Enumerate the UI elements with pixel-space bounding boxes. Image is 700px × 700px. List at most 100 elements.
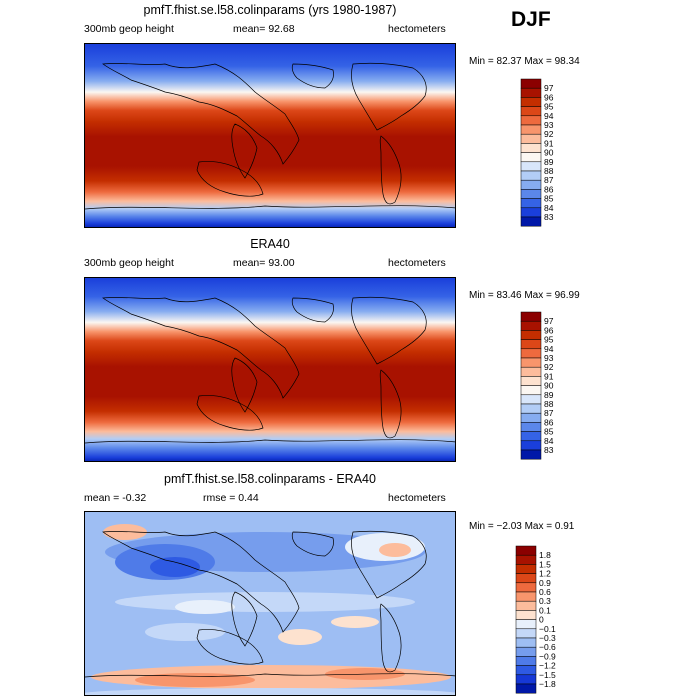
colorbar-tick-label: 90 (544, 381, 554, 391)
colorbar-swatch (520, 348, 542, 359)
colorbar-swatch (515, 619, 537, 630)
colorbar-swatch (515, 665, 537, 676)
panel-2-units: hectometers (388, 257, 446, 269)
colorbar-tick-label: 94 (544, 111, 554, 121)
panel-1-minmax: Min = 82.37 Max = 98.34 (469, 56, 580, 67)
colorbar-tick-label: 1.8 (539, 550, 551, 560)
colorbar-tick-label: 92 (544, 129, 554, 139)
colorbar-swatch (520, 422, 542, 432)
colorbar-swatch (520, 357, 542, 368)
colorbar-tick-label: 96 (544, 92, 554, 102)
colorbar-tick-label: −0.1 (539, 624, 556, 634)
colorbar-swatch (515, 554, 537, 565)
colorbar-swatch (515, 600, 537, 611)
colorbar-tick-label: 84 (544, 203, 554, 213)
colorbar-swatch (520, 124, 542, 135)
colorbar-tick-label: 1.2 (539, 569, 551, 579)
colorbar-tick-label: 89 (544, 390, 554, 400)
colorbar-tick-label: 86 (544, 184, 554, 194)
colorbar-swatch (520, 376, 542, 386)
map-panel-2 (84, 277, 456, 462)
colorbar-tick-label: 86 (544, 417, 554, 427)
colorbar-swatch (515, 610, 537, 620)
panel-3-minmax: Min = −2.03 Max = 0.91 (469, 521, 575, 532)
colorbar-swatch (520, 431, 542, 442)
colorbar-tick-label: −1.8 (539, 679, 556, 689)
panel-2-minmax: Min = 83.46 Max = 96.99 (469, 290, 580, 301)
colorbar-tick-label: 85 (544, 194, 554, 204)
panel-2-mean: mean= 93.00 (233, 257, 295, 269)
colorbar-swatch (515, 674, 537, 685)
colorbar-tick-label: 83 (544, 445, 554, 455)
colorbar-tick-label: 0.6 (539, 587, 551, 597)
colorbar-swatch (515, 545, 537, 556)
colorbar-swatch (515, 591, 537, 602)
colorbar-swatch (515, 564, 537, 574)
colorbar-swatch (520, 449, 542, 460)
colorbar-swatch (520, 189, 542, 199)
colorbar-swatch (515, 646, 537, 657)
colorbar-swatch (520, 115, 542, 126)
colorbar-swatch (515, 637, 537, 648)
map-panel-1-svg (85, 44, 455, 227)
panel-3-title: pmfT.fhist.se.l58.colinparams - ERA40 (164, 472, 376, 486)
colorbar-swatch (520, 412, 542, 423)
colorbar-tick-label: −1.2 (539, 661, 556, 671)
colorbar-swatch (520, 179, 542, 190)
colorbar-tick-label: 95 (544, 335, 554, 345)
colorbar-tick-label: 97 (544, 83, 554, 93)
colorbar-tick-label: 91 (544, 138, 554, 148)
colorbar-tick-label: 83 (544, 212, 554, 222)
colorbar-swatch (520, 97, 542, 107)
coastlines (85, 530, 455, 678)
panel-3-rmse: rmse = 0.44 (203, 492, 259, 504)
colorbar-tick-label: −0.6 (539, 642, 556, 652)
colorbar-swatch (520, 87, 542, 98)
panel-1-variable: 300mb geop height (84, 23, 174, 35)
colorbar-tick-label: 1.5 (539, 559, 551, 569)
colorbar-tick-label: 88 (544, 399, 554, 409)
colorbar-swatch (515, 656, 537, 666)
panel-3-units: hectometers (388, 492, 446, 504)
colorbar-swatch (520, 106, 542, 117)
colorbar-tick-label: 85 (544, 427, 554, 437)
map-panel-1 (84, 43, 456, 228)
colorbar-swatch (520, 133, 542, 144)
map-panel-3 (84, 511, 456, 696)
colorbar-tick-label: −1.5 (539, 670, 556, 680)
colorbar-tick-label: 84 (544, 436, 554, 446)
colorbar-tick-label: 93 (544, 353, 554, 363)
colorbar-tick-label: 89 (544, 157, 554, 167)
colorbar-swatch (520, 403, 542, 414)
colorbar-swatch (520, 311, 542, 322)
colorbar-swatch (515, 628, 537, 639)
colorbar-swatch (520, 161, 542, 172)
panel-1-title: pmfT.fhist.se.l58.colinparams (yrs 1980-… (143, 3, 397, 17)
colorbar-swatch (520, 366, 542, 377)
colorbar-swatch (515, 582, 537, 593)
colorbar-swatch (520, 143, 542, 153)
colorbar-swatch (520, 320, 542, 331)
colorbar-tick-label: 93 (544, 120, 554, 130)
coastlines (85, 62, 455, 210)
panel-2-title: ERA40 (250, 237, 290, 251)
colorbar-swatch (520, 170, 542, 181)
colorbar-swatch (520, 78, 542, 89)
colorbar-tick-label: 0.9 (539, 578, 551, 588)
colorbar-tick-label: −0.9 (539, 651, 556, 661)
colorbar-swatch (520, 339, 542, 350)
colorbar-tick-label: 96 (544, 325, 554, 335)
colorbar-swatch (515, 573, 537, 584)
colorbar-3-svg: 1.81.51.20.90.60.30.10−0.1−0.3−0.6−0.9−1… (515, 545, 556, 694)
panel-3-mean: mean = -0.32 (84, 492, 147, 504)
season-label: DJF (511, 8, 551, 31)
colorbar-tick-label: 0 (539, 615, 544, 625)
coastlines (85, 296, 455, 444)
field-fill (85, 44, 455, 227)
colorbar-swatch (520, 385, 542, 396)
colorbar-tick-label: 87 (544, 175, 554, 185)
colorbar-swatch (515, 683, 537, 694)
panel-1-mean: mean= 92.68 (233, 23, 295, 35)
